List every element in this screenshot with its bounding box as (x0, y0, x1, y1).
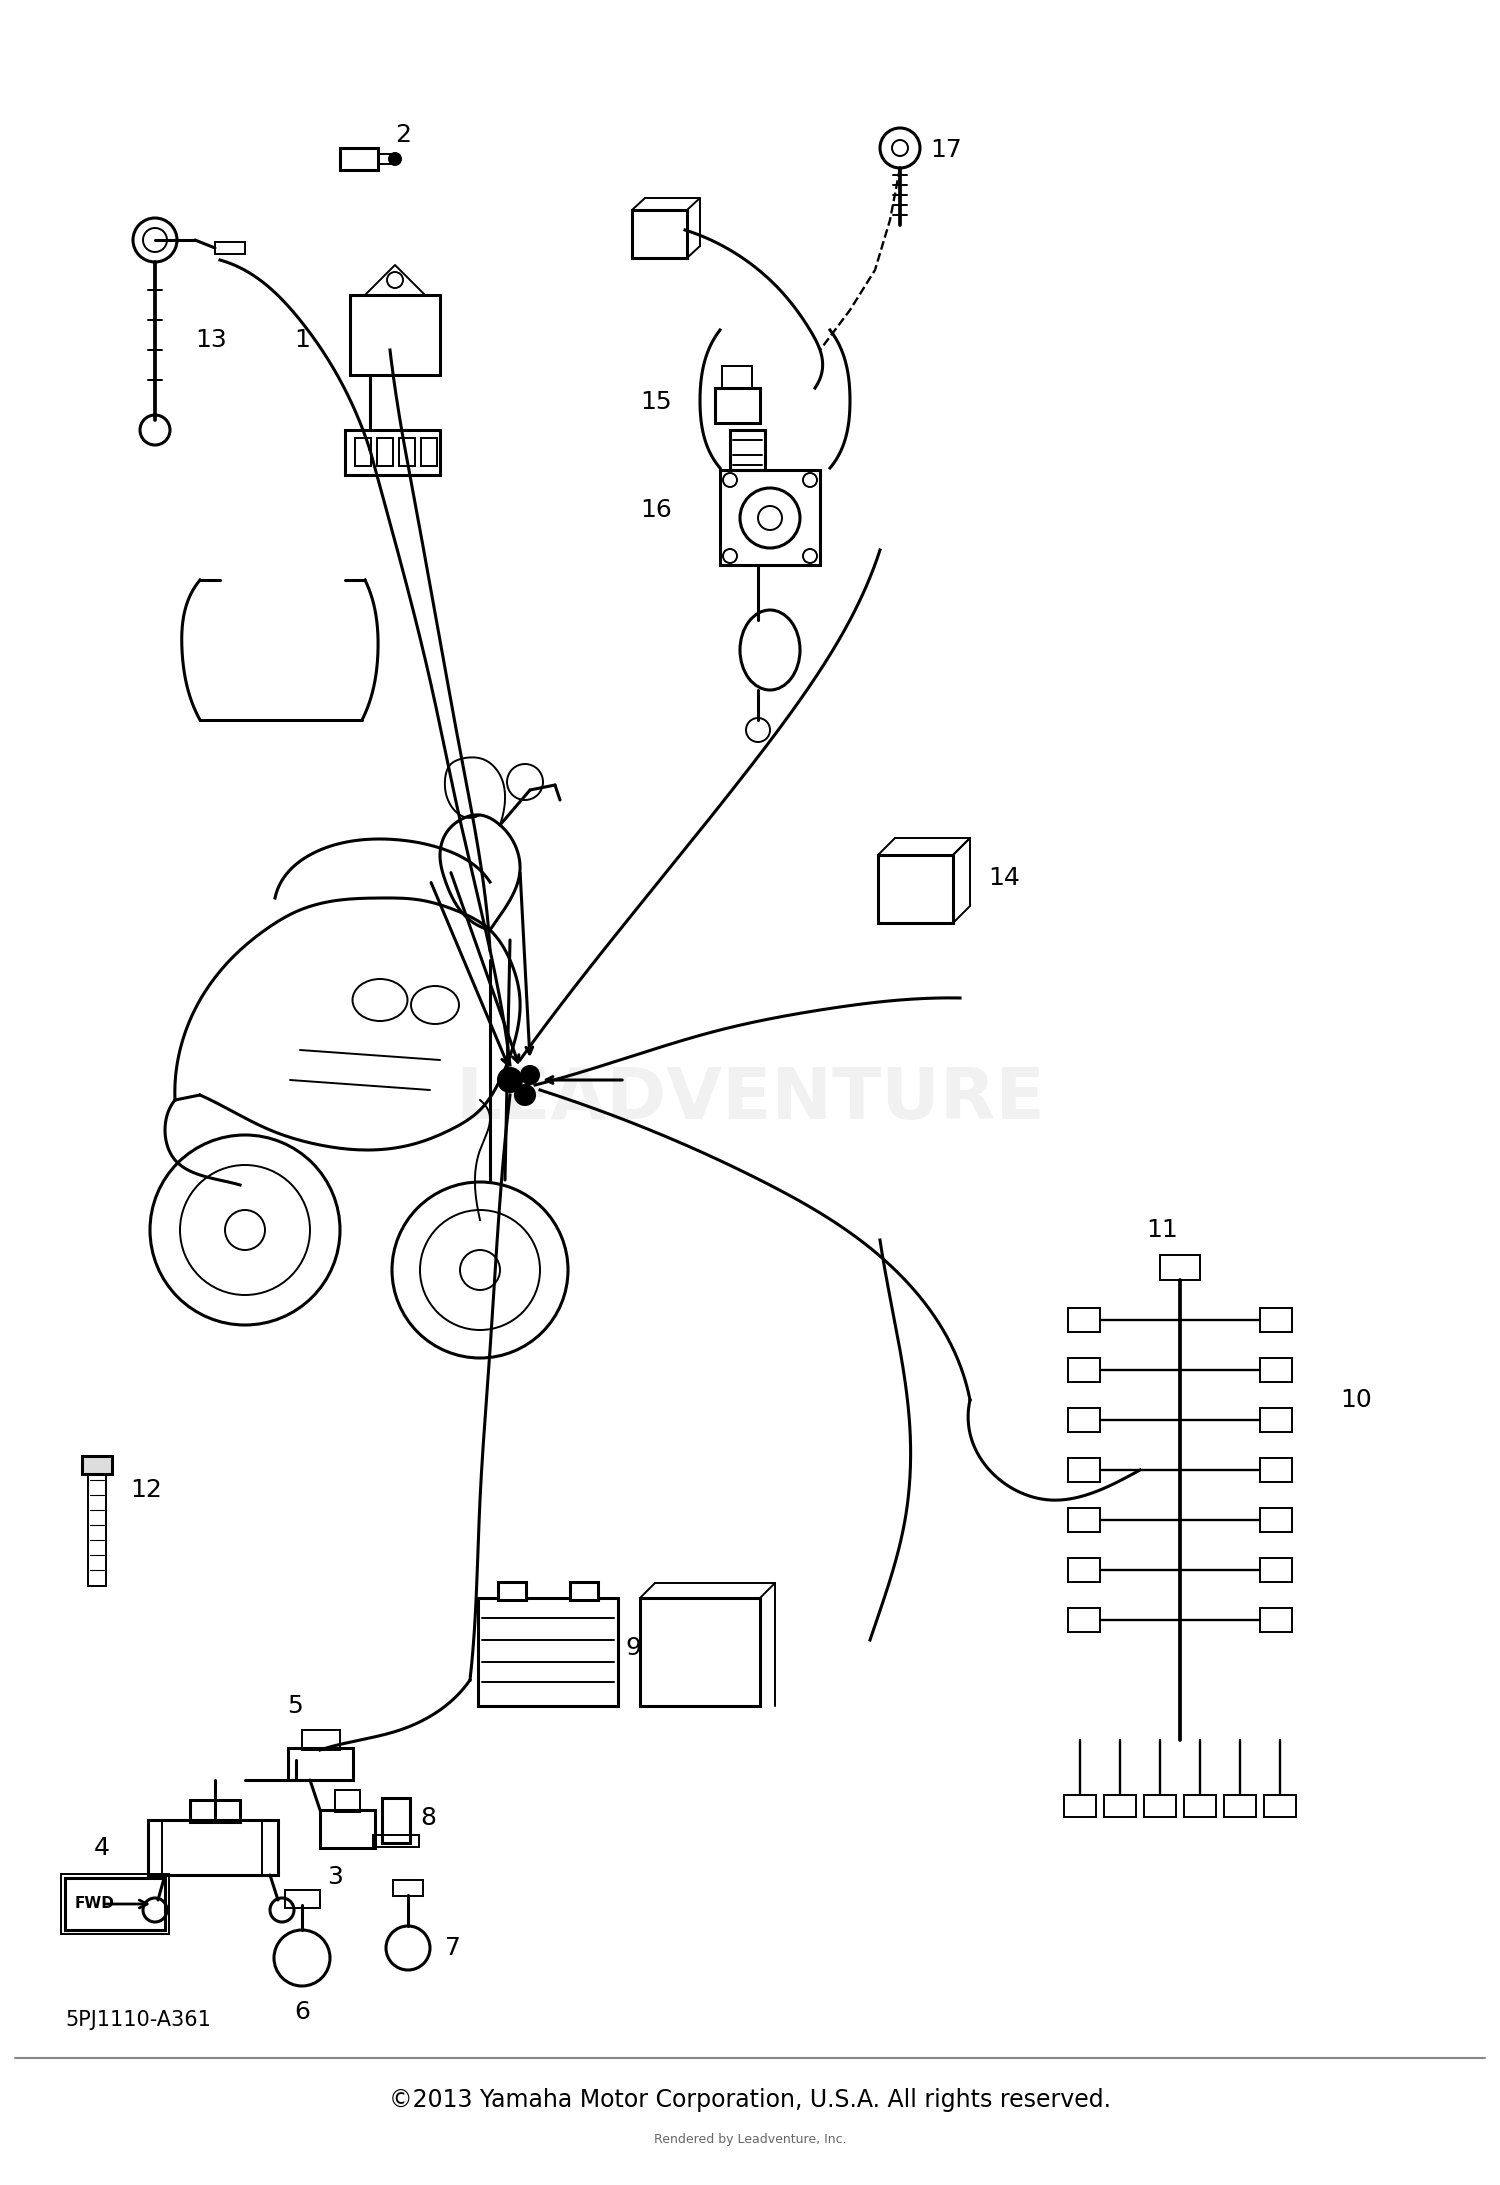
Bar (1068, 1457, 1100, 1481)
Text: 3: 3 (327, 1866, 344, 1890)
Bar (288, 1748, 352, 1781)
Bar (148, 1820, 278, 1875)
Text: 4: 4 (94, 1835, 110, 1859)
Text: 15: 15 (640, 389, 672, 413)
Bar (1104, 1796, 1136, 1818)
Bar (88, 1468, 106, 1586)
Bar (478, 1597, 618, 1706)
Bar (1064, 1796, 1096, 1818)
Bar (1068, 1309, 1100, 1333)
Bar (1184, 1796, 1216, 1818)
Text: 7: 7 (446, 1936, 460, 1960)
Bar (376, 437, 393, 465)
Text: 14: 14 (988, 865, 1020, 889)
Bar (1260, 1309, 1292, 1333)
Bar (1068, 1407, 1100, 1431)
Bar (345, 430, 439, 474)
Bar (878, 854, 953, 922)
Text: 17: 17 (930, 138, 962, 162)
Bar (1260, 1558, 1292, 1582)
Text: 13: 13 (195, 328, 226, 352)
Bar (82, 1455, 112, 1475)
Bar (1160, 1254, 1200, 1280)
Bar (1260, 1359, 1292, 1381)
Text: 10: 10 (1340, 1387, 1371, 1412)
Bar (1068, 1558, 1100, 1582)
Circle shape (388, 153, 400, 166)
Bar (393, 1879, 423, 1897)
Circle shape (498, 1068, 522, 1092)
Bar (356, 437, 370, 465)
Text: 5: 5 (286, 1693, 303, 1717)
Bar (1260, 1608, 1292, 1632)
Bar (640, 1597, 760, 1706)
Bar (1264, 1796, 1296, 1818)
Bar (302, 1731, 340, 1750)
Bar (570, 1582, 598, 1599)
Bar (190, 1800, 240, 1822)
Bar (1260, 1407, 1292, 1431)
Text: 16: 16 (640, 498, 672, 522)
Bar (64, 1877, 165, 1929)
Bar (214, 243, 244, 253)
Bar (350, 295, 439, 376)
Bar (730, 430, 765, 470)
Bar (378, 153, 390, 164)
Text: 9: 9 (626, 1637, 640, 1661)
Text: LEADVENTURE: LEADVENTURE (454, 1066, 1046, 1134)
Bar (498, 1582, 526, 1599)
Bar (1068, 1608, 1100, 1632)
Bar (285, 1890, 320, 1908)
Bar (399, 437, 416, 465)
Text: ©2013 Yamaha Motor Corporation, U.S.A. All rights reserved.: ©2013 Yamaha Motor Corporation, U.S.A. A… (388, 2089, 1112, 2113)
Bar (1224, 1796, 1256, 1818)
Bar (374, 1835, 419, 1846)
Bar (422, 437, 436, 465)
Text: 2: 2 (394, 122, 411, 146)
Bar (334, 1790, 360, 1811)
Text: Rendered by Leadventure, Inc.: Rendered by Leadventure, Inc. (654, 2133, 846, 2146)
Text: 6: 6 (294, 1999, 310, 2023)
Bar (1068, 1359, 1100, 1381)
Bar (382, 1798, 410, 1842)
Text: 8: 8 (420, 1807, 436, 1831)
Bar (320, 1809, 375, 1849)
Text: 5PJ1110-A361: 5PJ1110-A361 (64, 2010, 211, 2030)
Bar (1144, 1796, 1176, 1818)
Bar (716, 389, 760, 424)
Text: 12: 12 (130, 1477, 162, 1501)
Text: FWD: FWD (75, 1897, 116, 1912)
Bar (1068, 1508, 1100, 1532)
Bar (722, 367, 752, 389)
Circle shape (514, 1086, 535, 1106)
Bar (720, 470, 821, 566)
Bar (1260, 1508, 1292, 1532)
Bar (62, 1875, 170, 1934)
Circle shape (520, 1066, 538, 1084)
Text: 1: 1 (294, 328, 310, 352)
Bar (1260, 1457, 1292, 1481)
Text: 11: 11 (1146, 1217, 1178, 1241)
Bar (340, 149, 378, 170)
Bar (632, 210, 687, 258)
Bar (162, 1820, 262, 1875)
